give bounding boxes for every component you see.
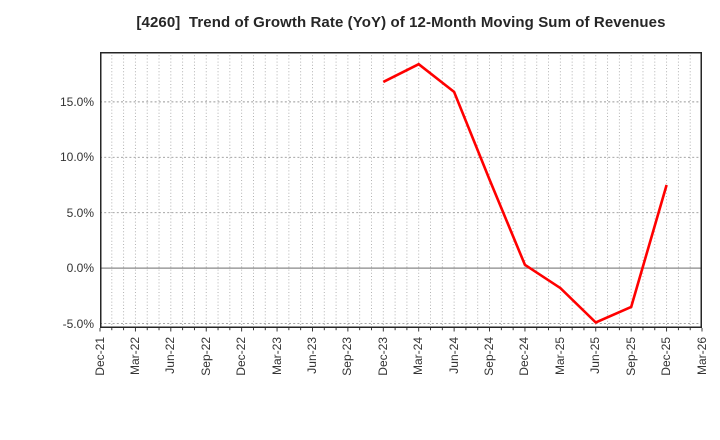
y-tick-label: 15.0% xyxy=(59,94,94,109)
y-tick-label: 10.0% xyxy=(59,150,94,165)
chart-svg xyxy=(99,52,703,332)
y-tick-label: 5.0% xyxy=(66,205,94,220)
y-tick-label: 0.0% xyxy=(66,261,94,276)
chart-title: [4260] Trend of Growth Rate (YoY) of 12-… xyxy=(136,14,666,31)
growth-rate-line xyxy=(382,62,668,325)
plot-area xyxy=(99,52,703,332)
plot-border xyxy=(100,52,702,328)
y-tick-label: -5.0% xyxy=(62,316,94,331)
